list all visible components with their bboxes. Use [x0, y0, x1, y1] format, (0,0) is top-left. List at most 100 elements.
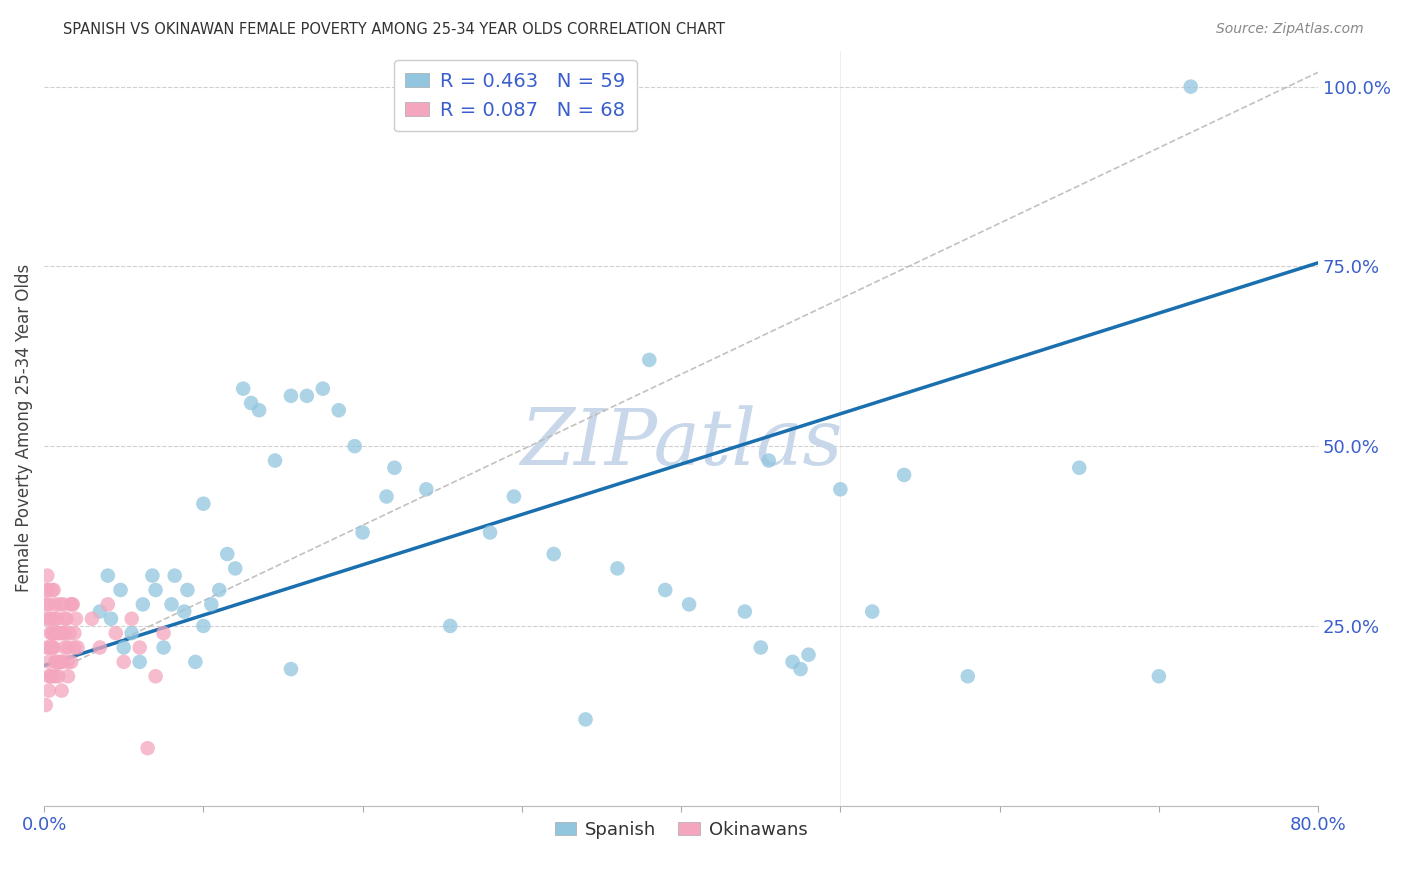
Point	[343, 439, 366, 453]
Point	[35, 698, 58, 712]
Point	[38, 669, 60, 683]
Point	[128, 640, 150, 655]
Point	[38, 655, 60, 669]
Point	[37, 582, 59, 597]
Point	[37, 582, 59, 597]
Point	[121, 612, 143, 626]
Point	[956, 669, 979, 683]
Point	[38, 683, 60, 698]
Point	[654, 582, 676, 597]
Point	[100, 612, 122, 626]
Point	[45, 655, 67, 669]
Point	[42, 626, 65, 640]
Point	[89, 605, 111, 619]
Point	[42, 626, 65, 640]
Point	[479, 525, 502, 540]
Point	[45, 626, 67, 640]
Point	[797, 648, 820, 662]
Point	[758, 453, 780, 467]
Point	[49, 598, 72, 612]
Point	[152, 626, 174, 640]
Point	[415, 483, 437, 497]
Point	[749, 640, 772, 655]
Point	[41, 582, 63, 597]
Point	[280, 389, 302, 403]
Point	[145, 669, 167, 683]
Point	[104, 626, 127, 640]
Point	[352, 525, 374, 540]
Point	[510, 115, 533, 129]
Point	[328, 403, 350, 417]
Point	[152, 640, 174, 655]
Point	[48, 669, 70, 683]
Point	[56, 669, 79, 683]
Point	[240, 396, 263, 410]
Point	[38, 598, 60, 612]
Point	[51, 655, 73, 669]
Point	[56, 655, 79, 669]
Point	[63, 640, 86, 655]
Point	[44, 612, 66, 626]
Point	[52, 626, 75, 640]
Text: ZIPatlas: ZIPatlas	[520, 405, 842, 482]
Point	[62, 598, 84, 612]
Point	[97, 568, 120, 582]
Point	[44, 669, 66, 683]
Point	[312, 382, 335, 396]
Point	[232, 382, 254, 396]
Point	[89, 640, 111, 655]
Point	[53, 626, 76, 640]
Point	[184, 655, 207, 669]
Point	[44, 598, 66, 612]
Point	[39, 626, 62, 640]
Point	[860, 605, 883, 619]
Point	[136, 741, 159, 756]
Point	[789, 662, 811, 676]
Point	[280, 662, 302, 676]
Point	[574, 713, 596, 727]
Point	[60, 598, 83, 612]
Point	[384, 460, 406, 475]
Point	[55, 612, 77, 626]
Point	[63, 626, 86, 640]
Point	[39, 612, 62, 626]
Point	[193, 619, 215, 633]
Point	[42, 640, 65, 655]
Point	[503, 490, 526, 504]
Point	[200, 598, 222, 612]
Point	[295, 389, 318, 403]
Point	[1180, 79, 1202, 94]
Point	[65, 612, 87, 626]
Point	[1147, 669, 1170, 683]
Point	[606, 561, 628, 575]
Point	[35, 612, 58, 626]
Point	[638, 352, 661, 367]
Point	[51, 655, 73, 669]
Point	[141, 568, 163, 582]
Point	[56, 640, 79, 655]
Point	[44, 655, 66, 669]
Point	[53, 612, 76, 626]
Point	[830, 483, 852, 497]
Point	[224, 561, 246, 575]
Point	[45, 612, 67, 626]
Point	[35, 598, 58, 612]
Text: SPANISH VS OKINAWAN FEMALE POVERTY AMONG 25-34 YEAR OLDS CORRELATION CHART: SPANISH VS OKINAWAN FEMALE POVERTY AMONG…	[63, 22, 725, 37]
Point	[53, 640, 76, 655]
Point	[173, 605, 195, 619]
Point	[41, 640, 63, 655]
Point	[264, 453, 287, 467]
Point	[52, 598, 75, 612]
Point	[48, 626, 70, 640]
Point	[217, 547, 239, 561]
Point	[41, 626, 63, 640]
Point	[734, 605, 756, 619]
Point	[37, 568, 59, 582]
Point	[51, 683, 73, 698]
Point	[48, 655, 70, 669]
Point	[39, 612, 62, 626]
Point	[112, 655, 135, 669]
Point	[160, 598, 183, 612]
Point	[1069, 460, 1091, 475]
Point	[66, 640, 89, 655]
